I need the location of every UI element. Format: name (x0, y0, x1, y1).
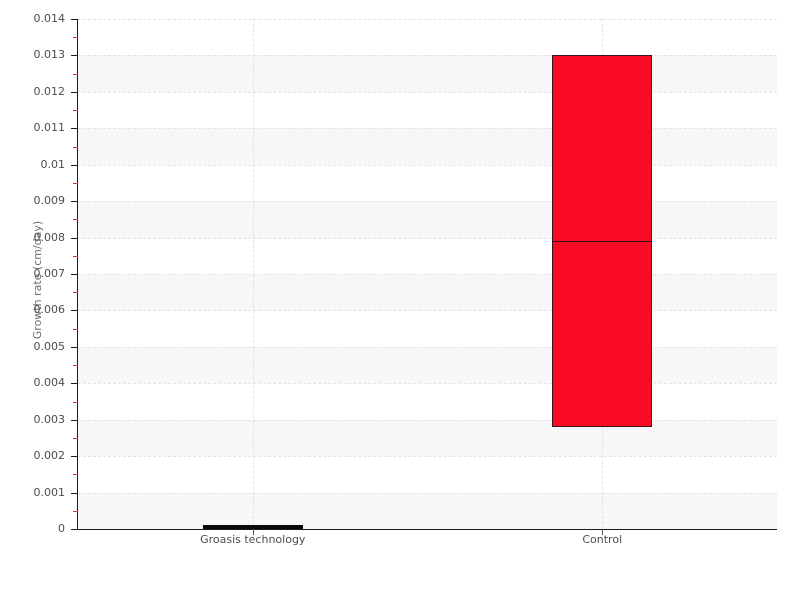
y-tick-minor (73, 474, 78, 476)
y-tick-label: 0.005 (33, 339, 66, 353)
gridline-horizontal (78, 91, 777, 93)
background-band (78, 419, 777, 457)
bar-control[interactable] (552, 55, 653, 427)
y-tick-major (71, 164, 78, 166)
y-tick-label: 0.01 (40, 157, 66, 171)
y-tick-minor (73, 437, 78, 439)
y-tick-label: 0.004 (33, 376, 66, 390)
y-tick-label: 0.012 (33, 84, 66, 98)
y-tick-minor (73, 146, 78, 148)
y-tick-minor (73, 110, 78, 112)
y-tick-major (71, 456, 78, 458)
gridline-horizontal (78, 201, 777, 203)
x-axis-line (77, 529, 777, 530)
gridline-horizontal (78, 310, 777, 312)
gridline-horizontal (78, 19, 777, 20)
bar-divider-line (553, 240, 652, 242)
x-tick-label: Groasis technology (200, 533, 306, 546)
y-tick-major (71, 346, 78, 348)
y-tick-major (71, 310, 78, 312)
y-tick-major (71, 492, 78, 494)
y-tick-label: 0.011 (33, 121, 66, 135)
y-tick-minor (73, 73, 78, 75)
y-tick-label: 0.001 (33, 485, 66, 499)
gridline-horizontal (78, 419, 777, 421)
y-tick-minor (73, 328, 78, 330)
y-tick-major (71, 201, 78, 203)
x-tick (602, 529, 604, 535)
y-tick-major (71, 274, 78, 275)
background-band (78, 128, 777, 165)
y-tick-major (71, 383, 78, 385)
gridline-horizontal (78, 383, 777, 385)
background-band (78, 492, 777, 529)
bar-groasis-technology[interactable] (202, 525, 303, 529)
gridline-horizontal (78, 55, 777, 57)
y-tick-minor (73, 182, 78, 184)
gridline-horizontal (78, 492, 777, 494)
background-band (78, 274, 777, 311)
y-tick-label: 0 (58, 522, 65, 535)
y-tick-minor (73, 219, 78, 221)
gridline-horizontal (78, 164, 777, 166)
y-tick-minor (73, 255, 78, 257)
y-tick-minor (73, 365, 78, 367)
gridline-horizontal (78, 128, 777, 130)
x-tick (252, 529, 254, 535)
y-tick-minor (73, 37, 78, 39)
background-band (78, 55, 777, 92)
y-tick-major (71, 529, 78, 530)
x-tick-label: Control (582, 533, 623, 546)
y-tick-label: 0.006 (33, 303, 66, 317)
gridline-horizontal (78, 456, 777, 458)
y-tick-label: 0.008 (33, 230, 66, 244)
y-tick-label: 0.002 (33, 449, 66, 463)
y-tick-major (71, 128, 78, 130)
y-tick-major (71, 55, 78, 57)
gridline-horizontal (78, 274, 777, 275)
y-tick-major (71, 19, 78, 20)
gridline-horizontal (78, 346, 777, 348)
y-tick-label: 0.013 (33, 48, 66, 62)
y-tick-label: 0.003 (33, 412, 66, 426)
y-tick-minor (73, 292, 78, 294)
y-tick-minor (73, 510, 78, 512)
y-tick-label: 0.007 (33, 267, 66, 280)
gridline-vertical (252, 19, 254, 529)
background-band (78, 346, 777, 384)
y-tick-label: 0.014 (33, 12, 66, 25)
y-tick-minor (73, 401, 78, 403)
background-band (78, 201, 777, 238)
gridline-horizontal (78, 237, 777, 239)
y-tick-label: 0.009 (33, 194, 66, 208)
plot-area (78, 19, 777, 529)
y-tick-major (71, 419, 78, 421)
y-tick-major (71, 237, 78, 239)
y-tick-major (71, 91, 78, 93)
